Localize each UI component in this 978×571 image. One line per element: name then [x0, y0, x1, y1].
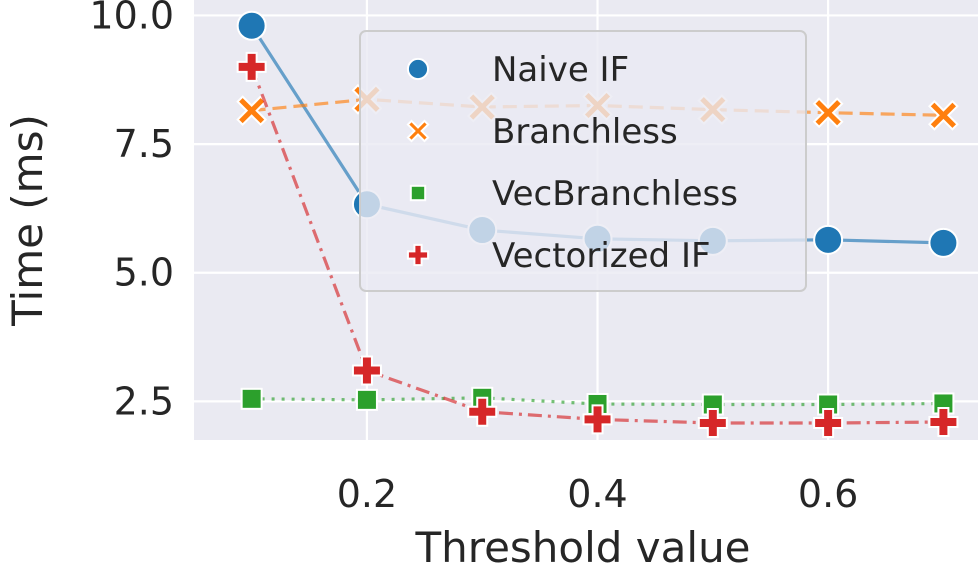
data-point-branchless — [236, 95, 268, 127]
data-point-vectorized-if — [813, 408, 844, 439]
data-point-vectorized-if — [697, 408, 728, 439]
legend-marker — [406, 243, 430, 267]
legend-label: VecBranchless — [492, 174, 738, 214]
legend-marker — [406, 119, 430, 143]
legend-marker — [409, 184, 427, 202]
data-point-branchless — [812, 97, 844, 129]
legend-label: Vectorized IF — [492, 236, 711, 276]
legend-label: Naive IF — [492, 50, 629, 90]
series-vectorized-if — [236, 51, 959, 439]
y-axis-label: Time (ms) — [3, 114, 52, 327]
y-tick-label: 5.0 — [114, 251, 174, 295]
data-point-naive-if — [813, 224, 844, 255]
data-point-vecbranchless — [240, 387, 263, 410]
y-tick-label: 10.0 — [89, 0, 174, 37]
data-point-vectorized-if — [467, 396, 498, 427]
x-tick-label: 0.4 — [567, 472, 627, 516]
legend-marker — [406, 57, 430, 81]
data-point-vectorized-if — [582, 404, 613, 435]
data-point-vectorized-if — [351, 355, 382, 386]
data-point-vectorized-if — [928, 406, 959, 437]
data-point-naive-if — [928, 227, 959, 258]
x-tick-label: 0.6 — [798, 472, 858, 516]
x-tick-label: 0.2 — [337, 472, 397, 516]
y-tick-labels: 2.5 5.0 7.5 10.0 — [89, 0, 174, 423]
data-point-vecbranchless — [355, 388, 378, 411]
data-point-branchless — [927, 99, 959, 131]
y-tick-label: 2.5 — [114, 379, 174, 423]
data-point-naive-if — [236, 10, 267, 41]
legend-label: Branchless — [492, 112, 678, 152]
legend: Naive IF Branchless VecBranchless Vectorize… — [359, 30, 807, 292]
data-point-vectorized-if — [236, 51, 267, 82]
x-tick-labels: 0.2 0.4 0.6 — [337, 472, 859, 516]
y-tick-label: 7.5 — [114, 122, 174, 166]
x-axis-label: Threshold value — [414, 523, 750, 571]
legend-box — [359, 30, 807, 292]
